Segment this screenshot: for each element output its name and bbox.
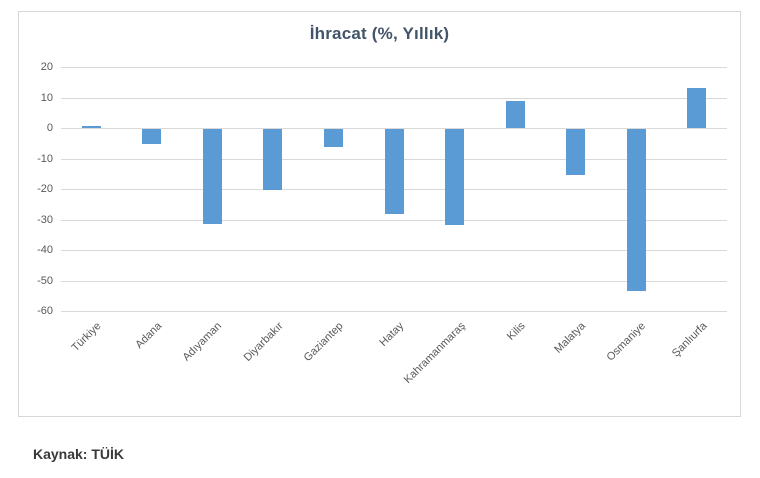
chart-bar <box>142 129 161 144</box>
chart-frame: İhracat (%, Yıllık) 20 10 0 -10 -20 -30 -40 -50… <box>18 11 741 417</box>
gridline <box>61 67 727 68</box>
gridline <box>61 311 727 312</box>
x-axis-category-label: Diyarbakır <box>241 320 286 364</box>
gridline <box>61 98 727 99</box>
y-axis-tick-label: -50 <box>37 275 53 287</box>
chart-bar <box>82 126 101 128</box>
gridline <box>61 250 727 251</box>
gridline <box>61 281 727 282</box>
x-axis-category-label: Gaziantep <box>301 320 346 364</box>
chart-bar <box>324 129 343 147</box>
y-axis-tick-label: -30 <box>37 214 53 226</box>
x-axis-category-label: Osmaniye <box>604 320 649 364</box>
chart-bar <box>627 129 646 291</box>
chart-bar <box>385 129 404 214</box>
y-axis-tick-label: 0 <box>46 122 53 134</box>
x-axis-category-label: Adıyaman <box>180 320 225 364</box>
chart-bar <box>506 101 525 128</box>
x-axis-category-label: Kilis <box>504 320 528 343</box>
x-axis-category-label: Hatay <box>377 320 407 349</box>
y-axis-tick-label: -10 <box>37 153 53 165</box>
y-axis-tick-label: 20 <box>40 61 53 73</box>
x-axis-category-label: Adana <box>133 320 165 351</box>
chart-bar <box>687 88 706 128</box>
x-axis-category-label: Malatya <box>552 320 589 356</box>
y-axis-tick-label: -20 <box>37 183 53 195</box>
gridline <box>61 128 727 129</box>
chart-bar <box>203 129 222 224</box>
chart-bar <box>445 129 464 225</box>
y-axis-tick-label: 10 <box>40 92 53 104</box>
y-axis-tick-label: -60 <box>37 305 53 317</box>
chart-bar <box>566 129 585 175</box>
y-axis-tick-label: -40 <box>37 244 53 256</box>
source-note: Kaynak: TÜİK <box>33 446 125 462</box>
x-axis-category-label: Şanlıurfa <box>669 320 710 360</box>
chart-bar <box>263 129 282 190</box>
x-axis-category-label: Kahramanmaraş <box>401 320 468 386</box>
gridline <box>61 220 727 221</box>
chart-title: İhracat (%, Yıllık) <box>309 24 450 43</box>
x-axis-category-label: Türkiye <box>69 320 104 354</box>
